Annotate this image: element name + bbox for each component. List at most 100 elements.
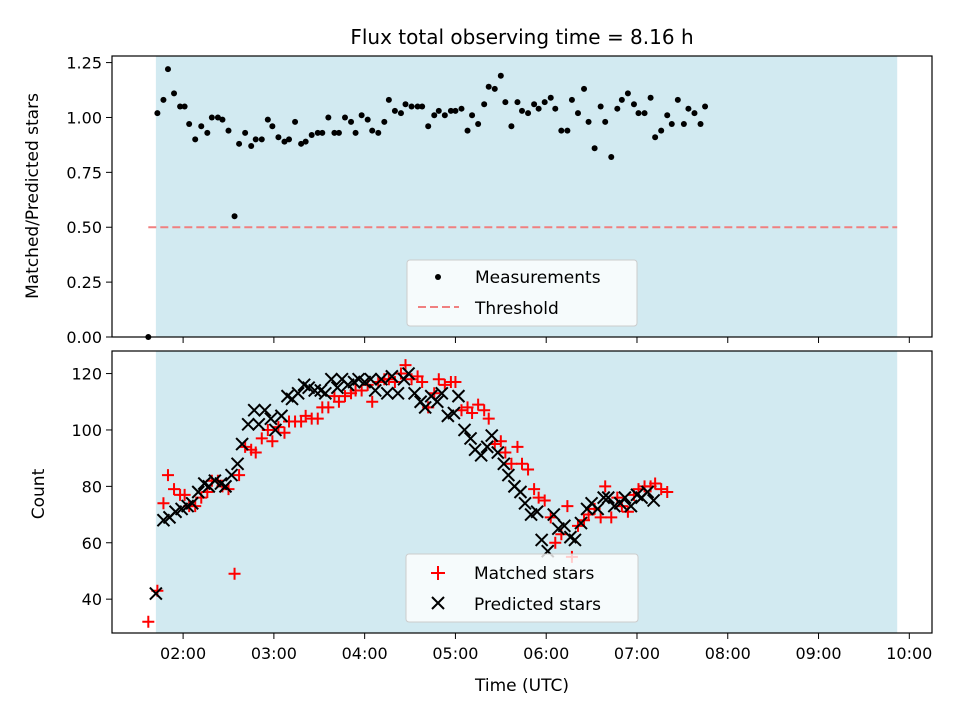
measurement-point [242,129,249,136]
predicted-star-point [252,417,266,432]
measurement-point [258,136,265,143]
measurement-point [358,112,365,119]
measurement-point [231,213,238,220]
measurement-point [192,136,199,143]
predicted-star-point [224,468,239,482]
measurement-point [485,83,492,90]
matched-star-point [228,567,241,580]
measurement-point [614,105,621,112]
ratio-legend-box [406,259,638,327]
predicted-star-point [590,502,605,516]
matched-star-point [299,409,312,422]
measurement-point [514,99,521,106]
matched-star-point [655,483,668,496]
predicted-star-point [241,417,255,432]
predicted-star-point [491,445,505,460]
measurement-point [697,121,704,128]
measurement-point [452,107,459,114]
measurement-point [154,110,161,117]
predicted-star-point [218,479,233,494]
predicted-star-point [274,409,289,423]
predicted-star-point [501,468,516,482]
predicted-star-point [518,496,532,510]
measurement-point [225,127,232,134]
measurement-point [581,85,588,92]
matched-star-point [528,483,541,496]
matched-star-point [505,457,518,470]
predicted-star-point [374,372,389,386]
predicted-star-point [407,386,422,401]
measurement-point [508,123,515,130]
measurement-point [525,110,532,117]
legend-predicted-label: Predicted stars [474,595,601,615]
measurement-point [668,121,675,128]
predicted-star-point [447,406,461,420]
predicted-star-point [601,490,615,505]
predicted-star-point [318,386,333,401]
measurement-point [552,105,559,112]
measurement-point [691,110,698,117]
count-legend-box [405,553,639,623]
chart-title: Flux total observing time = 8.16 h [350,25,693,49]
predicted-star-point [640,485,655,499]
measurement-point [419,103,426,110]
matched-star-point [142,615,155,628]
predicted-star-point [368,383,382,398]
predicted-star-point [646,493,661,508]
predicted-star-point [530,505,544,519]
matched-star-point [449,376,462,389]
predicted-star-point [230,457,245,471]
y-tick-label: 40 [82,590,102,609]
matched-star-point [599,480,612,493]
measurement-point [431,112,438,119]
ratio-plot-frame [111,55,933,338]
y-tick-label: 0.25 [66,273,102,292]
measurement-point [308,132,315,139]
measurement-point [408,103,415,110]
measurement-point [441,112,448,119]
measurement-point [248,143,255,150]
x-tick-label: 02:00 [160,644,206,663]
y-tick-label: 0.75 [66,163,102,182]
matched-star-point [432,373,445,386]
predicted-star-point [513,485,528,499]
measurement-point [624,90,631,97]
matched-star-point [255,432,268,445]
measurement-point [335,129,342,136]
measurement-point [375,129,382,136]
matched-star-point [649,477,662,490]
x-tick-label: 10:00 [886,644,932,663]
measurement-point [286,136,293,143]
measurement-point [674,96,681,103]
measurement-point [602,118,609,125]
predicted-star-point [435,386,449,401]
measurement-point [381,118,388,125]
measurement-point [181,103,188,110]
measurement-point [647,94,654,101]
measurement-point [641,110,648,117]
measurement-point [591,145,598,152]
legend-matched-marker [431,566,445,580]
matched-star-point [416,376,429,389]
measurement-point [658,127,665,134]
measurement-point [502,99,509,106]
predicted-star-point [485,428,499,443]
count-y-axis-title: Count [29,468,49,519]
measurement-point [618,96,625,103]
measurement-point [160,96,167,103]
predicted-star-point [430,395,444,409]
measurement-point [652,134,659,141]
predicted-star-point [385,369,399,384]
measurement-point [171,90,178,97]
matched-star-point [605,511,618,524]
ratio-marks [145,66,898,340]
predicted-star-point [557,519,572,533]
y-tick-label: 120 [71,365,102,384]
matched-star-point [438,378,451,391]
predicted-star-point [534,533,549,547]
y-tick-label: 60 [82,534,102,553]
matched-star-point [478,404,491,417]
measurement-point [177,103,184,110]
measurement-point [385,96,392,103]
